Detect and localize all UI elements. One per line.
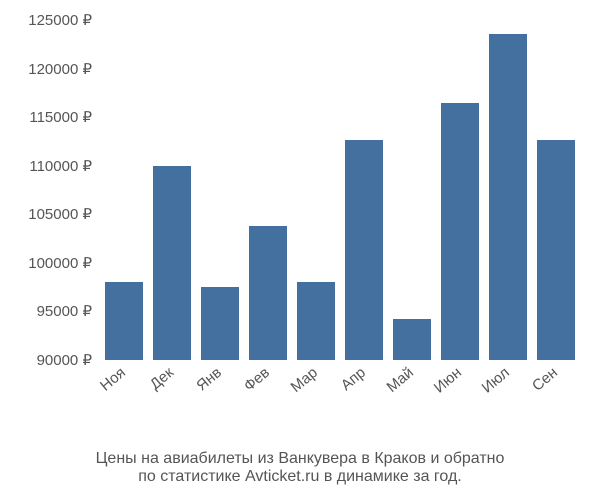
caption-line-1: Цены на авиабилеты из Ванкувера в Краков…: [0, 450, 600, 468]
x-axis-label: Июн: [431, 364, 465, 397]
bar: [489, 34, 527, 360]
bar: [201, 287, 239, 360]
x-axis-label: Фев: [241, 364, 273, 395]
bars-container: [100, 20, 580, 360]
bar: [297, 282, 335, 360]
x-axis-label: Июл: [479, 364, 513, 397]
bar: [393, 319, 431, 360]
y-axis-label: 105000 ₽: [28, 205, 100, 223]
bar: [249, 226, 287, 360]
chart-caption: Цены на авиабилеты из Ванкувера в Краков…: [0, 450, 600, 486]
plot-area: 90000 ₽95000 ₽100000 ₽105000 ₽110000 ₽11…: [100, 20, 580, 360]
y-axis-label: 90000 ₽: [37, 351, 100, 369]
bar: [441, 103, 479, 360]
x-axis-label: Сен: [529, 364, 561, 395]
x-axis-label: Ноя: [97, 364, 129, 395]
y-axis-label: 115000 ₽: [29, 108, 100, 126]
y-axis-label: 125000 ₽: [28, 11, 100, 29]
bar: [537, 140, 575, 361]
y-axis-label: 100000 ₽: [28, 254, 100, 272]
y-axis-label: 95000 ₽: [37, 302, 100, 320]
x-axis-label: Янв: [193, 364, 225, 394]
bar: [345, 140, 383, 361]
x-axis-label: Май: [383, 364, 416, 396]
bar: [105, 282, 143, 360]
x-axis-label: Мар: [288, 364, 321, 396]
x-axis-label: Дек: [147, 364, 177, 393]
price-chart: 90000 ₽ 95000 ₽ 100000 ₽ 105000 ₽ 110000 ₽ 11…: [0, 0, 600, 500]
y-axis-label: 110000 ₽: [29, 157, 100, 175]
x-axis-label: Апр: [338, 364, 369, 394]
bar: [153, 166, 191, 360]
y-axis-label: 120000 ₽: [28, 60, 100, 78]
caption-line-2: по статистике Avticket.ru в динамике за …: [0, 468, 600, 486]
